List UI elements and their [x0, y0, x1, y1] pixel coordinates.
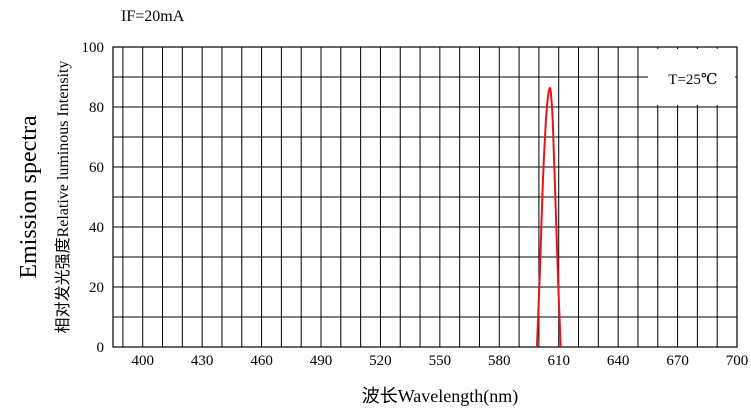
- x-tick-label: 640: [607, 353, 630, 369]
- test-condition-label: IF=20mA: [121, 8, 185, 25]
- y-axis-subtitle: 相对发光强度Relative luminous Intensity: [54, 61, 72, 334]
- plot-frame: [112, 46, 738, 348]
- y-tick-label: 60: [89, 160, 104, 176]
- x-tick-label: 400: [131, 353, 154, 369]
- temperature-annotation-box: [648, 49, 735, 105]
- x-axis-title: 波长Wavelength(nm): [362, 386, 519, 407]
- y-tick-label: 40: [89, 220, 104, 236]
- x-tick-label: 610: [547, 353, 570, 369]
- x-tick-label: 520: [369, 353, 392, 369]
- x-axis-ticks: 400 430 460 490 520 550 580 610 640 670 700: [131, 353, 748, 369]
- x-tick-label: 700: [726, 353, 749, 369]
- spectrum-curve: [535, 87, 562, 348]
- x-tick-label: 430: [191, 353, 214, 369]
- y-tick-label: 100: [82, 40, 105, 56]
- x-tick-label: 490: [310, 353, 333, 369]
- y-tick-label: 80: [89, 100, 104, 116]
- x-tick-label: 550: [429, 353, 452, 369]
- y-tick-label: 0: [97, 340, 105, 356]
- temperature-annotation: T=25℃: [668, 72, 717, 88]
- x-tick-label: 460: [250, 353, 273, 369]
- y-axis-title: Emission spectra: [16, 115, 42, 279]
- x-tick-label: 670: [666, 353, 689, 369]
- plot-grid: [113, 47, 737, 347]
- y-axis-ticks: 0 20 40 60 80 100: [82, 40, 105, 356]
- y-tick-label: 20: [89, 280, 104, 296]
- x-tick-label: 580: [488, 353, 511, 369]
